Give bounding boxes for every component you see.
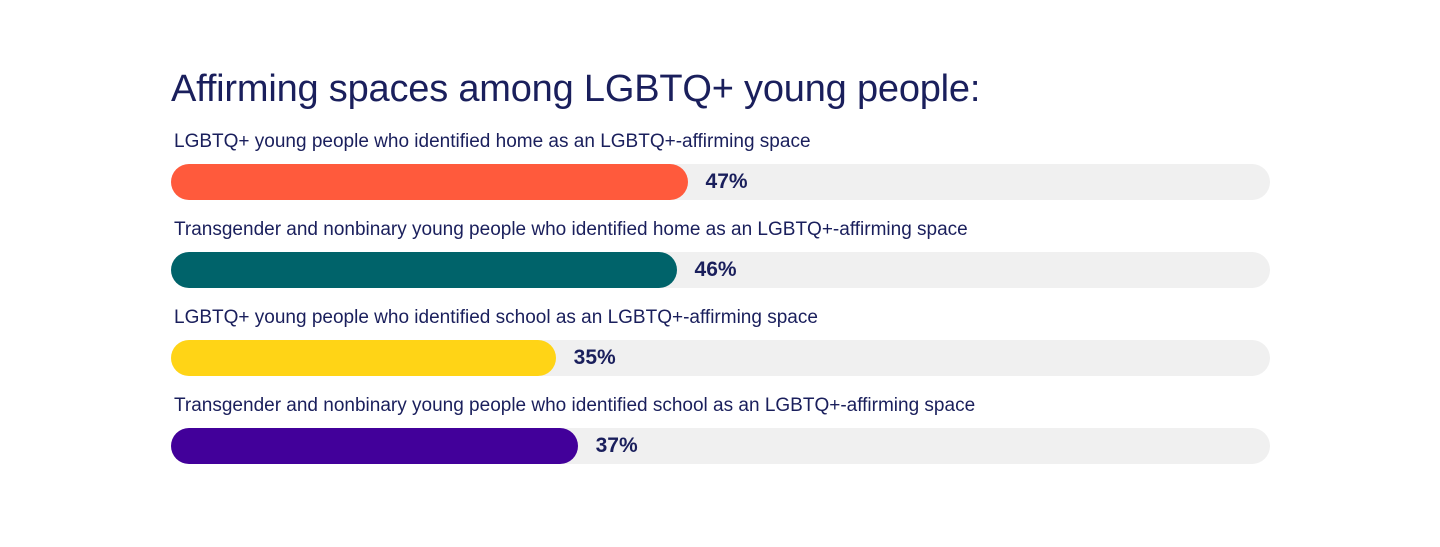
bar-value-label: 47%	[705, 170, 748, 193]
bar-fill	[171, 252, 677, 288]
bar-value-label: 35%	[573, 346, 616, 369]
bar-fill	[171, 164, 688, 200]
bar-fill	[171, 428, 578, 464]
bar-row: LGBTQ+ young people who identified home …	[171, 130, 1271, 218]
bar-label: Transgender and nonbinary young people w…	[174, 219, 968, 240]
bar-track: 37%	[171, 428, 1270, 464]
chart: Affirming spaces among LGBTQ+ young peop…	[171, 62, 1271, 482]
bar-track: 35%	[171, 340, 1270, 376]
bar-row: Transgender and nonbinary young people w…	[171, 218, 1271, 306]
bar-label: LGBTQ+ young people who identified home …	[174, 131, 811, 152]
bar-value-label: 37%	[595, 434, 638, 457]
bar-label: Transgender and nonbinary young people w…	[174, 395, 976, 416]
bar-value-label: 46%	[694, 258, 737, 281]
bar-track: 46%	[171, 252, 1270, 288]
bar-fill	[171, 340, 556, 376]
bar-row: LGBTQ+ young people who identified schoo…	[171, 306, 1271, 394]
bar-row: Transgender and nonbinary young people w…	[171, 394, 1271, 482]
chart-title: Affirming spaces among LGBTQ+ young peop…	[171, 68, 981, 110]
bar-label: LGBTQ+ young people who identified schoo…	[174, 307, 818, 328]
bar-track: 47%	[171, 164, 1270, 200]
bar-rows: LGBTQ+ young people who identified home …	[171, 130, 1271, 482]
